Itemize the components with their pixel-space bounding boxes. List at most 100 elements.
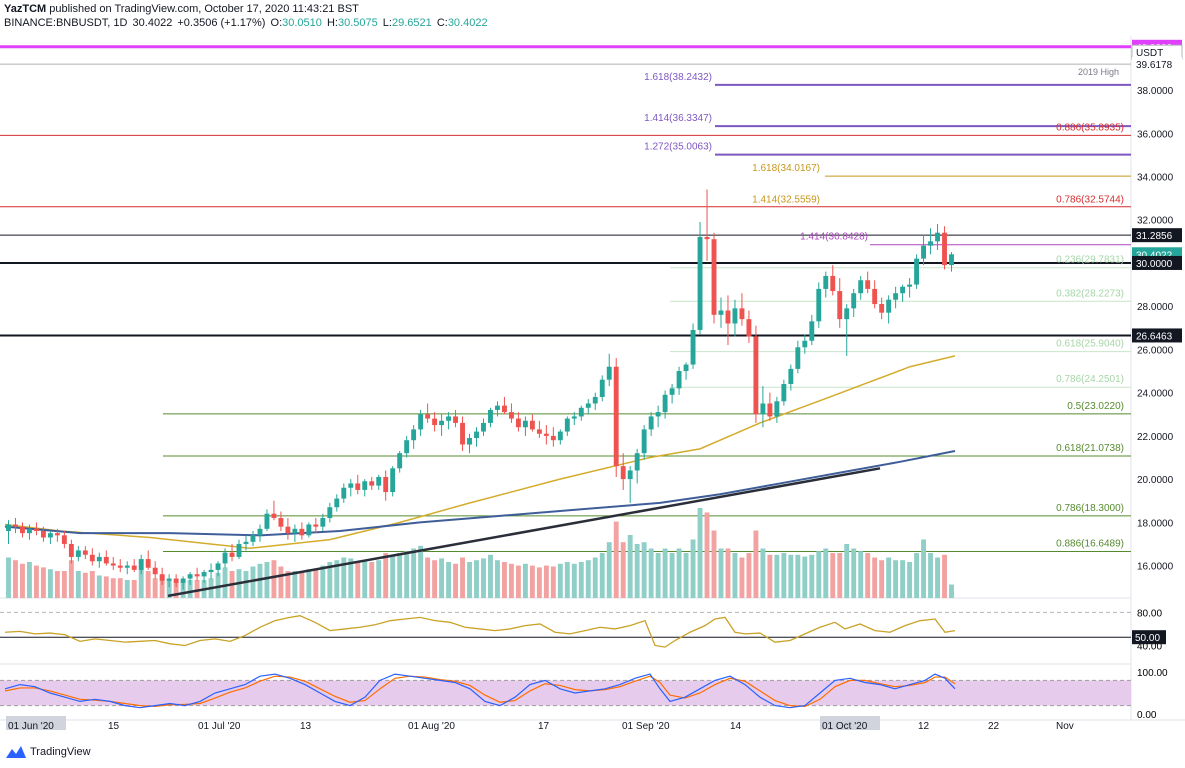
candle[interactable] (599, 375, 605, 402)
candle[interactable] (620, 453, 626, 490)
candle[interactable] (285, 518, 291, 540)
candle[interactable] (250, 530, 256, 547)
candle[interactable] (830, 265, 836, 296)
candle[interactable] (683, 362, 689, 380)
candle[interactable] (949, 252, 954, 272)
candle[interactable] (453, 409, 458, 428)
sma-yellow-line[interactable] (4, 355, 956, 550)
candle[interactable] (613, 358, 619, 477)
trend-line[interactable] (167, 467, 881, 598)
candle[interactable] (6, 520, 11, 544)
candle[interactable] (928, 228, 933, 255)
candle[interactable] (390, 466, 396, 497)
candle[interactable] (655, 405, 661, 428)
candle[interactable] (774, 396, 780, 423)
candle[interactable] (739, 293, 745, 326)
candle[interactable] (208, 563, 214, 579)
price-axis-label[interactable]: 39.6178 (1132, 57, 1182, 72)
candle[interactable] (536, 420, 542, 439)
candle[interactable] (222, 548, 228, 568)
candle[interactable] (760, 386, 766, 428)
candle[interactable] (341, 483, 347, 503)
candle[interactable] (718, 297, 724, 328)
publisher-name[interactable]: YazTCM (4, 3, 47, 15)
candle[interactable] (13, 518, 18, 534)
candle[interactable] (627, 466, 633, 503)
price-axis-label[interactable]: 26.6463 (1132, 328, 1182, 343)
candle[interactable] (257, 524, 263, 542)
candle[interactable] (82, 546, 88, 560)
candle[interactable] (858, 275, 864, 300)
candle[interactable] (592, 392, 598, 410)
candle[interactable] (662, 390, 668, 419)
candle[interactable] (327, 502, 333, 523)
candle[interactable] (96, 552, 102, 568)
candle[interactable] (648, 412, 654, 436)
candle[interactable] (502, 396, 507, 415)
candle[interactable] (369, 476, 375, 490)
candle[interactable] (893, 286, 899, 309)
candle[interactable] (166, 574, 172, 588)
candle[interactable] (795, 340, 801, 374)
candle[interactable] (907, 278, 913, 298)
candle[interactable] (40, 526, 46, 542)
candle[interactable] (173, 574, 179, 588)
candle[interactable] (522, 416, 528, 436)
candle[interactable] (851, 288, 857, 317)
candle[interactable] (942, 226, 947, 270)
candle[interactable] (201, 569, 207, 583)
candle[interactable] (508, 403, 514, 423)
candle[interactable] (515, 412, 521, 432)
candle[interactable] (585, 399, 591, 415)
candle[interactable] (89, 548, 95, 566)
candle[interactable] (138, 554, 144, 575)
candle[interactable] (746, 310, 752, 343)
candle[interactable] (837, 278, 843, 328)
candle[interactable] (103, 550, 109, 566)
candle[interactable] (334, 494, 340, 512)
candle[interactable] (844, 304, 850, 356)
candle[interactable] (446, 412, 452, 430)
price-axis-label[interactable]: 31.2856 (1132, 228, 1182, 243)
candle[interactable] (117, 559, 123, 573)
candle[interactable] (543, 425, 549, 445)
candle[interactable] (802, 334, 808, 354)
candle[interactable] (809, 314, 815, 346)
rsi-line[interactable] (4, 615, 956, 648)
candle[interactable] (229, 543, 235, 562)
candle[interactable] (488, 407, 493, 428)
candle[interactable] (397, 451, 403, 473)
candle[interactable] (460, 416, 465, 452)
candle[interactable] (557, 429, 563, 445)
candle[interactable] (481, 418, 486, 436)
candle[interactable] (467, 433, 472, 454)
candle[interactable] (564, 416, 570, 436)
candle[interactable] (900, 284, 906, 302)
candle[interactable] (697, 221, 703, 335)
candle[interactable] (278, 511, 284, 531)
candle[interactable] (271, 500, 277, 521)
candle[interactable] (54, 528, 60, 542)
candle[interactable] (180, 576, 186, 590)
candle[interactable] (33, 522, 39, 536)
candle[interactable] (362, 479, 368, 497)
candle[interactable] (61, 530, 67, 549)
candle[interactable] (578, 405, 584, 421)
candle[interactable] (823, 271, 829, 298)
candle[interactable] (634, 448, 640, 484)
candle[interactable] (753, 325, 759, 423)
candle[interactable] (194, 567, 200, 581)
candle[interactable] (243, 535, 249, 551)
candle[interactable] (187, 572, 193, 586)
candle[interactable] (676, 366, 682, 395)
candle[interactable] (313, 518, 319, 534)
candle[interactable] (383, 470, 389, 501)
candle[interactable] (711, 232, 717, 324)
candle[interactable] (816, 282, 822, 328)
candle[interactable] (292, 524, 298, 542)
symbol[interactable]: BINANCE:BNBUSDT, 1D (4, 17, 128, 29)
candle[interactable] (215, 561, 221, 577)
candle[interactable] (376, 474, 382, 490)
candle[interactable] (418, 409, 424, 436)
candle[interactable] (935, 224, 940, 250)
